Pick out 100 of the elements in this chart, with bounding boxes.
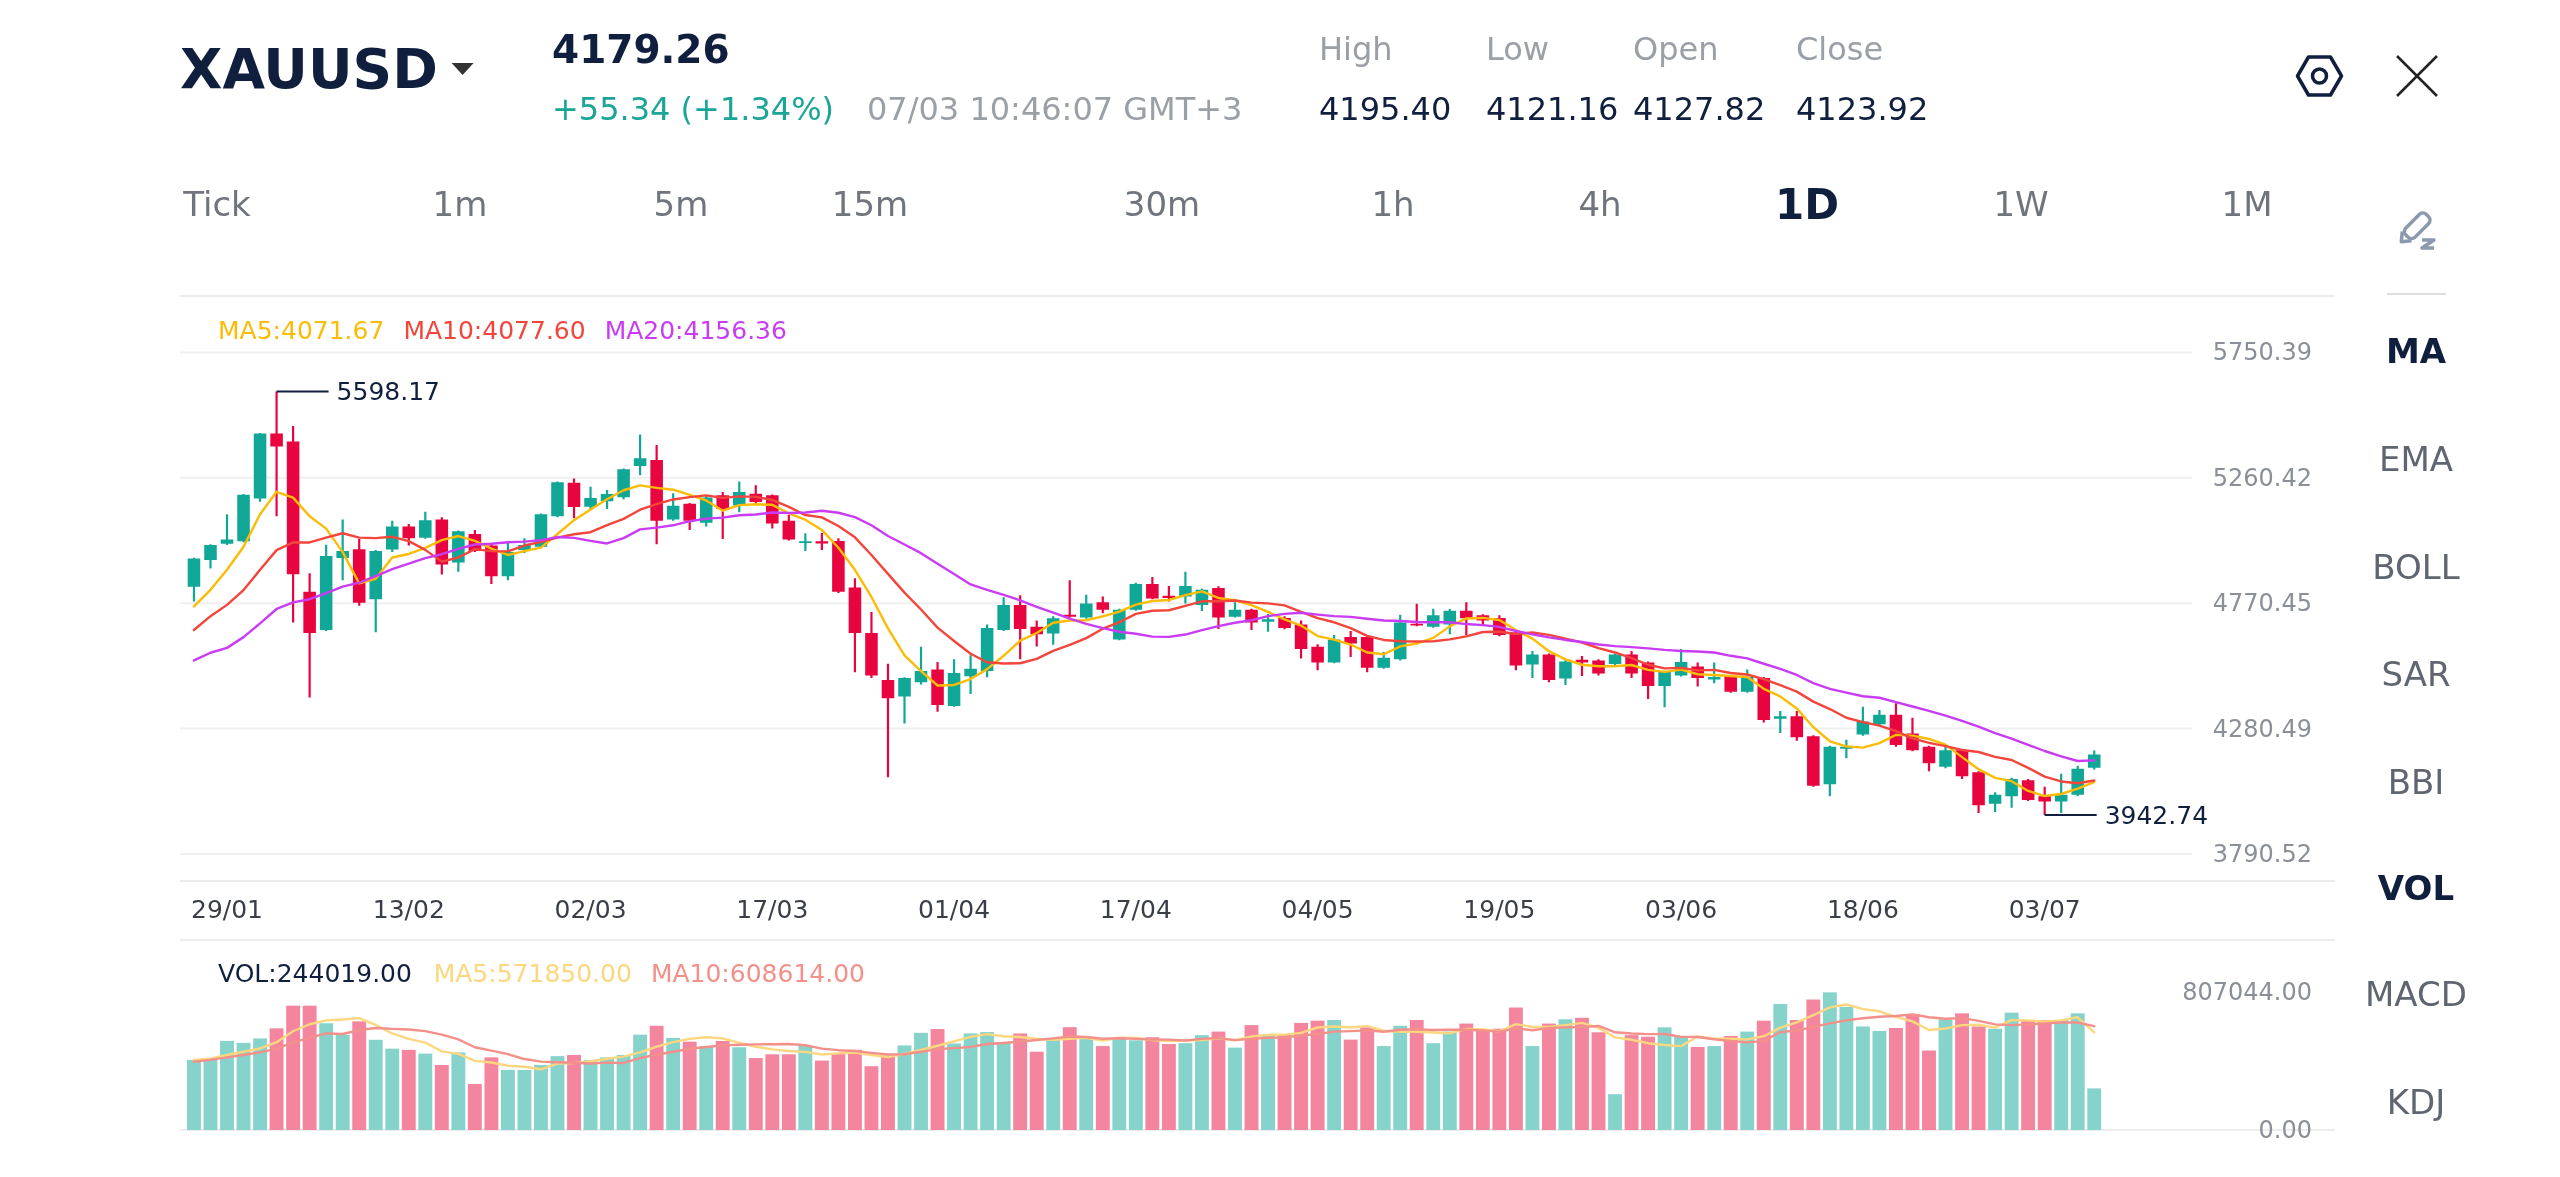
bar [947, 1043, 962, 1130]
bar [600, 1057, 615, 1130]
bar [1657, 1027, 1672, 1130]
text: 1h [1371, 184, 1415, 224]
text: MA5:571850.00 [433, 958, 632, 988]
candlestick [204, 544, 217, 569]
bar [914, 1032, 928, 1130]
candlestick [270, 391, 283, 517]
bar [1889, 1028, 1903, 1130]
bar [1988, 1028, 2003, 1130]
candlestick [1774, 711, 1787, 734]
bar [798, 1045, 813, 1130]
bar [203, 1059, 218, 1130]
bar [1608, 1094, 1622, 1130]
bar [567, 1054, 581, 1130]
bar [1789, 1019, 1804, 1130]
bar [2070, 1013, 2085, 1130]
text: +55.34 (+1.34%) [552, 90, 835, 128]
x-tick-label: 17/03 [736, 894, 809, 924]
x-tick-label: 18/06 [1826, 894, 1899, 924]
bar [1310, 1020, 1325, 1130]
x-tick-label: 29/01 [190, 894, 264, 924]
bar [699, 1046, 714, 1130]
text: Tick [182, 184, 252, 224]
bar [1046, 1039, 1061, 1130]
bar [963, 1033, 978, 1130]
text: 4195.40 [1319, 90, 1452, 128]
bar [534, 1065, 548, 1130]
bar [1112, 1038, 1127, 1130]
bar [1773, 1003, 1788, 1130]
bar [1244, 1025, 1259, 1130]
bar [1905, 1014, 1920, 1130]
bar [1806, 999, 1821, 1130]
bar [649, 1025, 664, 1130]
bar [1756, 1020, 1771, 1130]
x-tick-label: 17/04 [1099, 894, 1172, 924]
x-tick-label: 13/02 [372, 894, 445, 924]
text: 4127.82 [1633, 90, 1766, 128]
candlestick [1939, 746, 1952, 769]
text: 15m [831, 184, 909, 224]
bar [335, 1034, 350, 1130]
y-tick-label: 5260.42 [2212, 463, 2312, 492]
bar [187, 1059, 201, 1130]
text: MA5:4071.67 [218, 315, 385, 345]
bar [1558, 1019, 1573, 1130]
bar [269, 1028, 284, 1130]
text: Open [1633, 30, 1719, 68]
text: 1m [432, 184, 488, 224]
bar [1459, 1023, 1474, 1130]
bar [467, 1083, 482, 1130]
bar [1327, 1019, 1342, 1130]
bar [1062, 1027, 1077, 1130]
bar [748, 1058, 763, 1130]
bar [1261, 1034, 1275, 1130]
bar [1855, 1026, 1870, 1130]
bar [286, 1005, 301, 1130]
bar [1194, 1035, 1209, 1130]
bar [1393, 1025, 1408, 1130]
ref-line-label: 5598.17 [336, 376, 440, 406]
bar [385, 1048, 400, 1130]
text: XAUUSD [180, 37, 438, 101]
bar [517, 1069, 532, 1130]
bar [2037, 1019, 2052, 1130]
bar [1872, 1030, 1887, 1130]
ref-line-label: 3942.74 [2104, 800, 2209, 830]
bar [1426, 1043, 1441, 1130]
text: VOL [2377, 868, 2455, 908]
bar [633, 1034, 648, 1130]
text: 1M [2221, 184, 2273, 224]
candlestick [1526, 650, 1539, 679]
bar [1128, 1040, 1143, 1130]
text: 07/03 10:46:07 GMT+3 [867, 90, 1243, 128]
bar [1228, 1047, 1242, 1130]
bar [302, 1005, 317, 1130]
bar [1508, 1007, 1523, 1130]
text: MACD [2365, 974, 2467, 1014]
bar [1161, 1044, 1176, 1130]
bar [1674, 1036, 1689, 1130]
text: MA10:4077.60 [403, 315, 586, 345]
bar [418, 1053, 433, 1130]
bar [1492, 1028, 1507, 1130]
bar [1542, 1023, 1556, 1130]
bar [2004, 1012, 2019, 1130]
x-tick-label: 19/05 [1463, 894, 1536, 924]
bar [1145, 1037, 1160, 1130]
candlestick [1559, 659, 1572, 685]
bar [2087, 1088, 2102, 1130]
x-tick-label: 02/03 [554, 894, 627, 924]
bar [368, 1039, 383, 1130]
bar [352, 1021, 367, 1131]
text: 4121.16 [1486, 90, 1619, 128]
bar [401, 1049, 416, 1130]
bar [1575, 1017, 1589, 1130]
candlestick [865, 612, 878, 679]
bar [1723, 1036, 1738, 1130]
y-tick-label: 0.00 [2258, 1116, 2312, 1144]
text: 5m [653, 184, 709, 224]
x-tick-label: 03/06 [1645, 894, 1718, 924]
bar [1955, 1013, 1969, 1130]
bar [1591, 1032, 1606, 1130]
